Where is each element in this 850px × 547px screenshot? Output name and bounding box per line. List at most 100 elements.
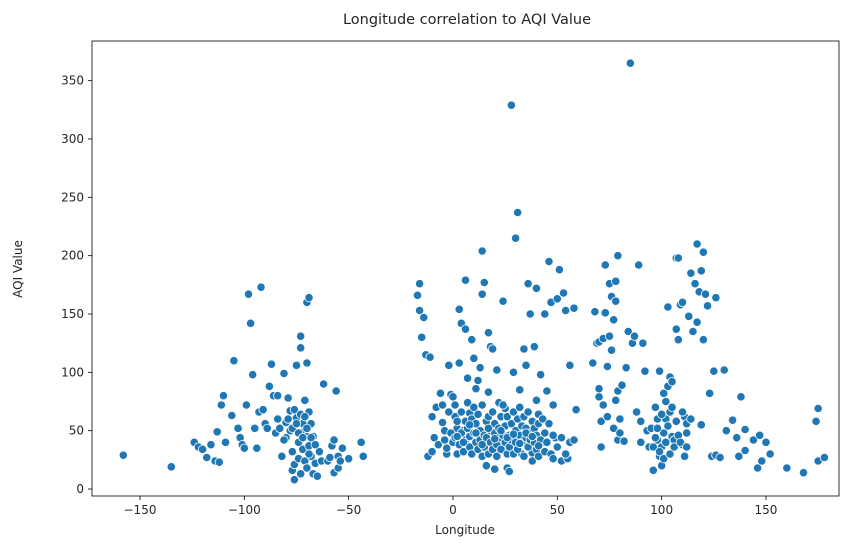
data-point [611, 395, 621, 405]
data-point [256, 282, 266, 292]
data-point [477, 246, 487, 256]
data-point [467, 335, 477, 345]
data-point [692, 317, 702, 327]
data-point [640, 366, 650, 376]
data-point [166, 462, 176, 472]
data-point [337, 443, 347, 453]
data-point [684, 311, 694, 321]
data-point [279, 368, 289, 379]
data-point [748, 435, 759, 445]
data-point [304, 293, 314, 303]
data-point [300, 412, 310, 422]
data-point [571, 405, 581, 415]
data-point [245, 318, 256, 328]
data-point [227, 410, 237, 421]
data-point [412, 290, 423, 300]
data-point [548, 454, 558, 464]
data-point [536, 370, 546, 380]
data-point [686, 414, 696, 424]
data-point [659, 454, 669, 464]
data-point [452, 416, 462, 426]
data-point [440, 435, 450, 445]
data-point [679, 451, 690, 461]
y-tick-label: 300 [61, 132, 84, 146]
data-point [454, 358, 464, 368]
data-point [602, 412, 612, 422]
data-point [414, 279, 425, 289]
data-point [698, 247, 708, 257]
data-point [314, 447, 325, 457]
data-point [663, 421, 673, 431]
data-point [667, 402, 677, 412]
data-point [483, 328, 494, 338]
data-point [529, 342, 539, 352]
data-point [611, 276, 621, 286]
x-tick-label: 50 [550, 503, 565, 517]
data-point [715, 452, 725, 463]
data-point [469, 402, 479, 412]
data-point [588, 358, 598, 368]
data-point [604, 331, 615, 341]
data-point [650, 433, 660, 443]
data-point [425, 352, 435, 362]
data-point [600, 308, 610, 318]
data-point [471, 384, 481, 394]
data-point [241, 400, 252, 410]
data-point [515, 402, 525, 412]
data-point [621, 363, 631, 373]
data-point [513, 207, 523, 218]
x-tick-label: −50 [336, 503, 361, 517]
data-point [705, 388, 715, 398]
data-point [565, 360, 575, 370]
data-point [721, 426, 731, 436]
data-point [490, 434, 500, 444]
data-point [477, 440, 487, 450]
data-point [527, 456, 537, 466]
data-point [696, 266, 706, 276]
x-tick-label: 0 [449, 503, 457, 517]
data-point [682, 442, 692, 452]
data-point [686, 268, 696, 278]
data-point [197, 444, 208, 454]
y-axis-label: AQI Value [11, 240, 25, 298]
data-point [220, 437, 231, 447]
data-point [258, 405, 268, 415]
data-point [312, 471, 322, 481]
data-point [698, 335, 708, 345]
data-point [508, 367, 519, 377]
data-point [523, 279, 533, 289]
data-point [765, 449, 775, 459]
data-point [279, 435, 289, 445]
data-point [273, 391, 283, 401]
data-point [344, 454, 354, 464]
data-point [329, 435, 339, 445]
data-point [736, 392, 746, 402]
data-point [540, 309, 550, 319]
data-point [233, 423, 243, 433]
data-point [709, 366, 719, 376]
data-point [677, 297, 688, 307]
y-tick-label: 200 [61, 249, 84, 263]
data-point [250, 423, 260, 433]
plot-area [91, 40, 840, 497]
data-point [606, 345, 617, 355]
data-point [429, 433, 439, 443]
data-point [298, 433, 308, 443]
data-point [435, 388, 446, 398]
data-point [302, 423, 312, 433]
data-point [654, 366, 665, 376]
data-point [508, 429, 519, 439]
data-point [594, 392, 604, 402]
data-point [632, 407, 642, 417]
data-point [702, 301, 713, 311]
data-point [696, 420, 706, 430]
data-point [515, 438, 525, 449]
data-point [448, 392, 458, 402]
data-point [740, 445, 750, 456]
data-point [266, 359, 277, 369]
data-point [602, 361, 612, 372]
data-point [202, 452, 212, 463]
data-point [682, 428, 692, 438]
data-point [531, 283, 542, 293]
